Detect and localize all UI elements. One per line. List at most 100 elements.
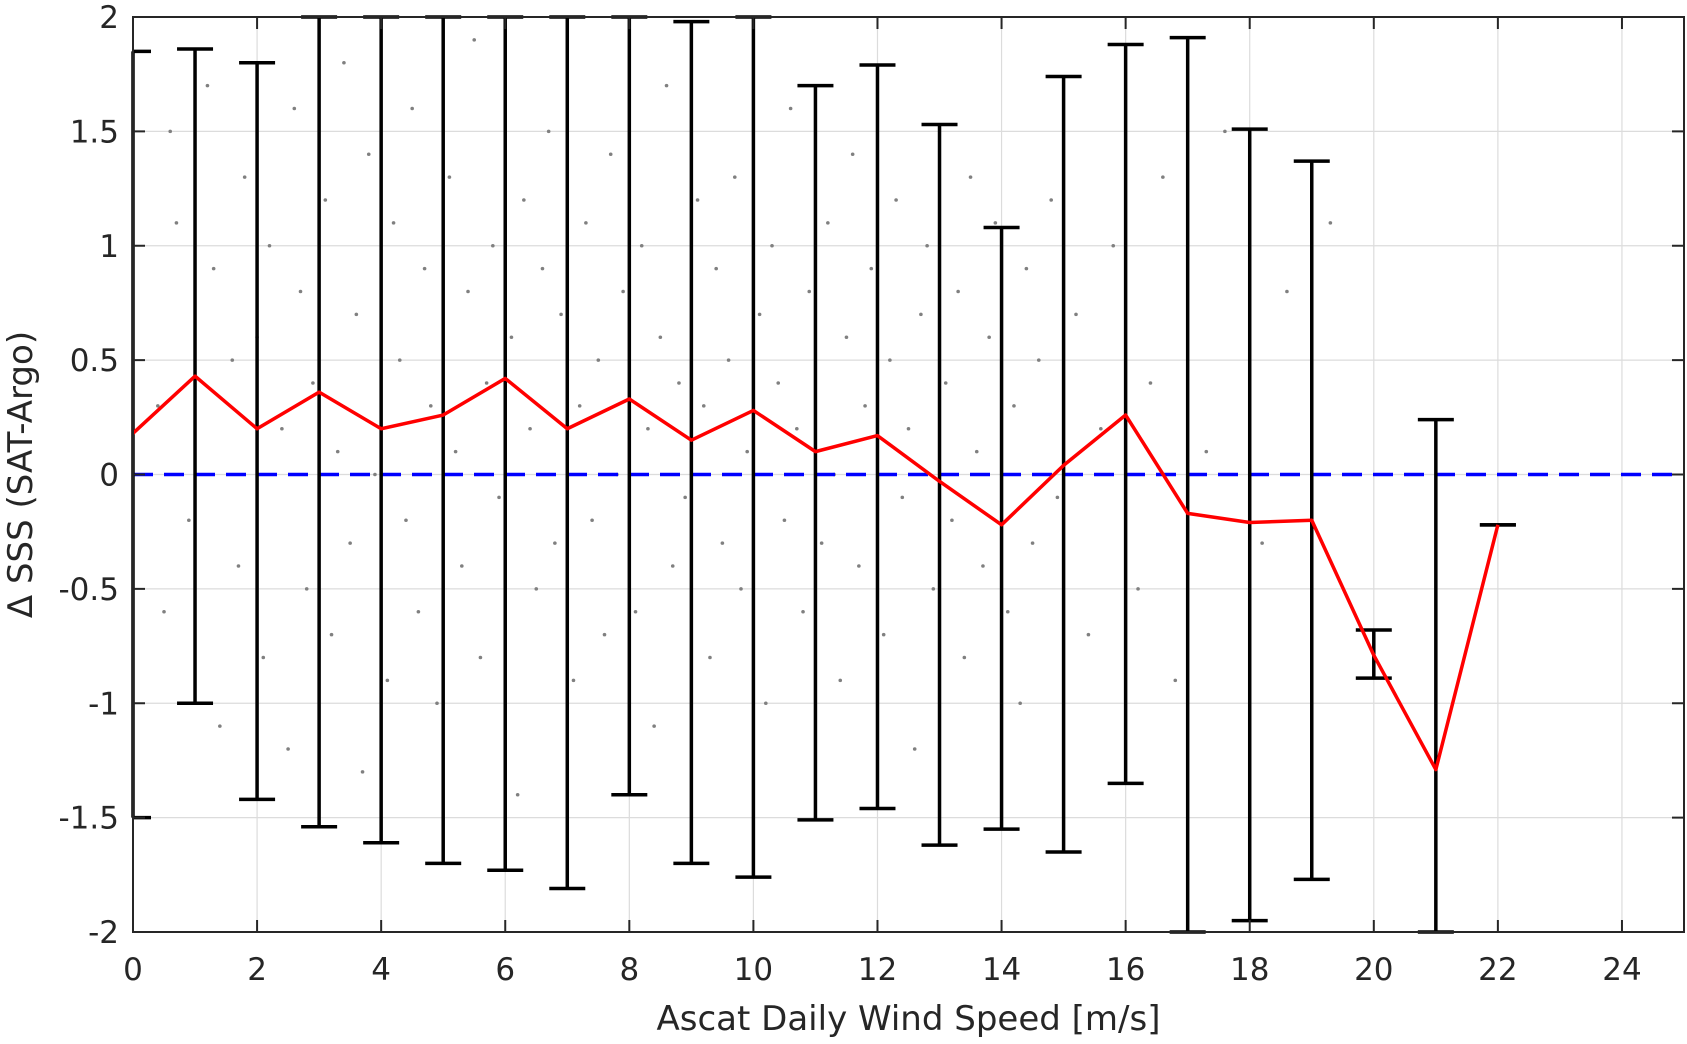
scatter-point — [633, 609, 638, 614]
scatter-point — [571, 678, 576, 683]
scatter-point — [621, 289, 625, 294]
scatter-point — [1148, 381, 1153, 385]
scatter-point — [1030, 541, 1035, 545]
scatter-point — [553, 541, 557, 545]
scatter-point — [292, 106, 297, 111]
y-axis-title: Δ SSS (SAT-Argo) — [1, 331, 41, 618]
scatter-point — [764, 701, 768, 706]
scatter-point — [695, 198, 700, 202]
scatter-point — [329, 632, 334, 637]
scatter-point — [478, 655, 483, 660]
x-tick-label: 6 — [495, 952, 515, 988]
scatter-point — [342, 60, 346, 65]
x-tick-label: 22 — [1478, 952, 1517, 988]
x-tick-label: 0 — [123, 952, 143, 988]
scatter-point — [900, 495, 905, 500]
scatter-point — [652, 724, 656, 728]
scatter-point — [373, 472, 377, 477]
scatter-point — [584, 221, 588, 225]
scatter-point — [174, 221, 179, 225]
scatter-point — [428, 404, 433, 408]
scatter-point — [491, 243, 495, 248]
scatter-point — [366, 152, 371, 157]
x-tick-label: 16 — [1106, 952, 1145, 988]
scatter-point — [795, 426, 799, 431]
scatter-point — [528, 426, 532, 431]
scatter-point — [211, 266, 216, 271]
scatter-point — [757, 312, 762, 317]
scatter-point — [453, 449, 458, 454]
scatter-point — [242, 175, 247, 179]
scatter-point — [1055, 495, 1060, 500]
scatter-point — [484, 381, 489, 385]
scatter-point — [844, 335, 849, 340]
scatter-point — [546, 129, 551, 134]
y-tick-label: -0.5 — [59, 572, 120, 608]
scatter-point — [962, 655, 967, 660]
scatter-point — [788, 106, 793, 111]
x-axis-title: Ascat Daily Wind Speed [m/s] — [657, 999, 1161, 1039]
scatter-point — [776, 381, 781, 385]
scatter-point — [218, 724, 222, 728]
x-tick-label: 24 — [1602, 952, 1641, 988]
scatter-point — [819, 541, 824, 545]
scatter-point — [311, 381, 315, 385]
scatter-point — [460, 564, 464, 568]
scatter-point — [906, 426, 911, 431]
scatter-point — [230, 358, 235, 362]
scatter-point — [335, 449, 340, 454]
scatter-point — [1074, 312, 1078, 317]
scatter-point — [596, 358, 601, 362]
scatter-point — [1024, 266, 1029, 271]
scatter-point — [236, 564, 241, 568]
scatter-point — [881, 632, 886, 637]
scatter-point — [950, 518, 954, 523]
scatter-point — [993, 221, 998, 225]
scatter-point — [981, 564, 985, 568]
scatter-point — [708, 655, 712, 660]
scatter-point — [156, 404, 160, 408]
scatter-point — [602, 632, 607, 637]
scatter-point — [590, 518, 594, 523]
scatter-point — [801, 609, 805, 614]
scatter-point — [664, 83, 669, 88]
scatter-point — [720, 541, 725, 545]
scatter-point — [683, 495, 687, 500]
scatter-point — [974, 449, 979, 454]
scatter-point — [447, 175, 452, 179]
scatter-point — [1173, 678, 1178, 683]
scatter-point — [391, 221, 396, 225]
scatter-point — [770, 243, 774, 248]
scatter-point — [646, 426, 650, 431]
scatter-point — [739, 587, 743, 591]
scatter-point — [1018, 701, 1022, 706]
scatter-point — [540, 266, 545, 271]
scatter-layer — [156, 38, 1333, 797]
scatter-point — [1285, 289, 1289, 294]
scatter-point — [466, 289, 470, 294]
x-tick-label: 2 — [247, 952, 267, 988]
scatter-point — [1012, 404, 1016, 408]
scatter-point — [1204, 449, 1209, 454]
scatter-point — [1328, 221, 1333, 225]
x-tick-label: 14 — [982, 952, 1021, 988]
scatter-point — [658, 335, 663, 340]
scatter-point — [168, 129, 173, 134]
scatter-point — [956, 289, 960, 294]
scatter-point — [472, 38, 477, 42]
scatter-point — [968, 175, 973, 179]
scatter-point — [863, 404, 867, 408]
y-tick-label: -2 — [88, 915, 119, 951]
scatter-point — [857, 564, 861, 568]
scatter-point — [1005, 609, 1010, 614]
scatter-point — [267, 243, 272, 248]
x-tick-label: 12 — [858, 952, 897, 988]
scatter-point — [404, 518, 408, 523]
scatter-point — [286, 747, 290, 751]
scatter-point — [745, 449, 749, 454]
scatter-point — [280, 426, 284, 431]
scatter-point — [714, 266, 718, 271]
